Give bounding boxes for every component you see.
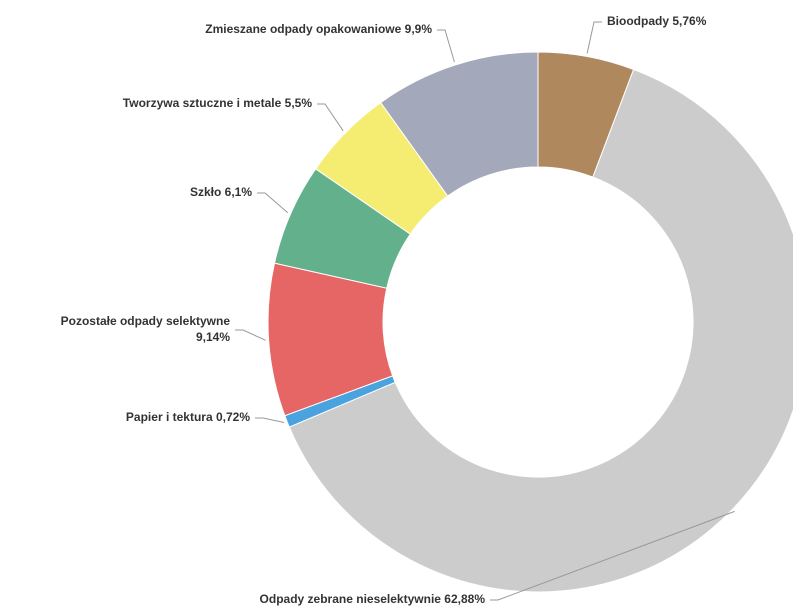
value-label: 9,9% (405, 22, 433, 36)
value-label: 0,72% (216, 410, 250, 424)
category-label: Szkło (190, 185, 221, 199)
leader-line (235, 329, 266, 341)
slice-label: Szkło 6,1% (190, 185, 252, 199)
leader-line (257, 192, 289, 214)
slice-label: Zmieszane odpady opakowaniowe 9,9% (205, 22, 432, 36)
value-label: 6,1% (225, 185, 253, 199)
category-label: Papier i tektura (126, 410, 213, 424)
slice-label: Tworzywa sztuczne i metale 5,5% (123, 96, 313, 110)
leader-line (255, 417, 285, 423)
slice-label: Pozostałe odpady selektywne 9,14% (61, 314, 231, 344)
slice-label: Bioodpady 5,76% (607, 14, 707, 28)
value-label: 5,76% (672, 14, 706, 28)
leader-line (437, 29, 455, 63)
category-label: Zmieszane odpady opakowaniowe (205, 22, 401, 36)
category-label: Odpady zebrane nieselektywnie (260, 592, 442, 606)
leader-line (586, 21, 602, 54)
category-label: Tworzywa sztuczne i metale (123, 96, 282, 110)
leader-line (317, 103, 344, 132)
value-label: 5,5% (285, 96, 313, 110)
value-label: 62,88% (444, 592, 485, 606)
slice-label: Papier i tektura 0,72% (126, 410, 250, 424)
category-label: Pozostałe odpady selektywne (61, 314, 231, 328)
value-label: 9,14% (196, 330, 230, 344)
leader-line (490, 510, 735, 601)
donut-slice (288, 68, 793, 593)
slice-label: Odpady zebrane nieselektywnie 62,88% (260, 592, 486, 606)
donut-slice (379, 51, 539, 197)
category-label: Bioodpady (607, 14, 669, 28)
